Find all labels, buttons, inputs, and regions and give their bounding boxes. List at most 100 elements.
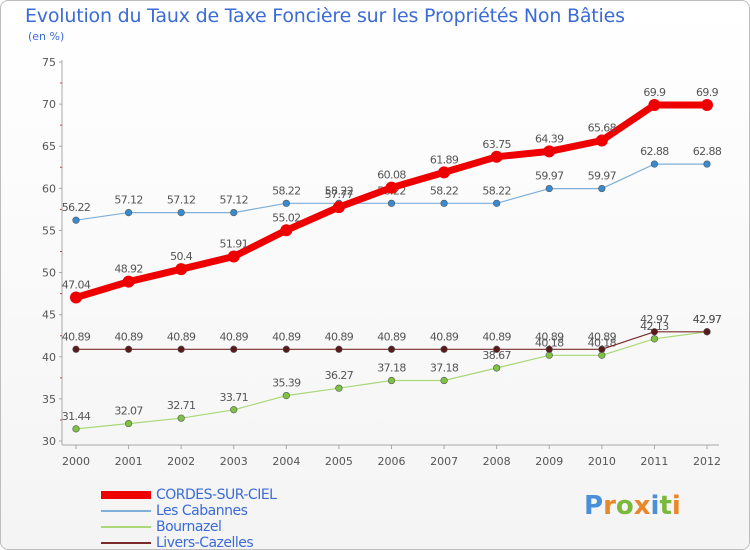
data-label: 69.9 (696, 86, 719, 99)
data-label: 40.89 (535, 330, 564, 343)
x-tick-label: 2001 (115, 455, 143, 468)
data-label: 42.13 (640, 320, 669, 333)
legend-item: Livers-Cazelles (101, 535, 401, 550)
data-label: 32.07 (114, 405, 143, 418)
data-point (703, 160, 711, 168)
y-tick-label: 65 (42, 140, 56, 153)
data-point (545, 351, 553, 359)
x-tick-label: 2008 (483, 455, 511, 468)
data-label: 57.12 (167, 194, 196, 207)
data-label: 42.97 (693, 313, 722, 326)
data-label: 40.89 (62, 330, 91, 343)
data-point (335, 345, 343, 353)
y-tick-label: 75 (42, 56, 56, 69)
data-point (493, 199, 501, 207)
data-point (438, 166, 451, 179)
data-point (177, 414, 185, 422)
data-label: 40.89 (272, 330, 301, 343)
data-label: 40.89 (114, 330, 143, 343)
data-point (282, 345, 290, 353)
data-point (598, 351, 606, 359)
data-label: 38.67 (482, 349, 511, 362)
chart-title: Evolution du Taux de Taxe Foncière sur l… (25, 5, 625, 27)
data-label: 59.97 (535, 170, 564, 183)
x-tick-label: 2005 (325, 455, 353, 468)
data-point (595, 134, 608, 147)
data-label: 37.18 (377, 362, 406, 375)
data-label: 33.71 (220, 391, 249, 404)
logo-letter: r (603, 491, 616, 521)
data-point (227, 250, 240, 263)
data-point (598, 345, 606, 353)
data-label: 61.89 (430, 153, 459, 166)
data-point (440, 376, 448, 385)
data-label: 40.89 (482, 330, 511, 343)
data-point (650, 328, 659, 336)
x-tick-label: 2000 (62, 455, 90, 468)
x-tick-label: 2007 (430, 455, 458, 468)
data-point (335, 384, 343, 392)
data-point (543, 145, 556, 158)
data-label: 57.12 (220, 194, 249, 207)
data-point (332, 201, 345, 214)
data-point (490, 150, 503, 163)
data-point (175, 263, 188, 276)
data-label: 42.97 (640, 313, 669, 326)
data-label: 69.9 (643, 86, 666, 99)
logo-letter: t (659, 491, 672, 521)
data-label: 50.4 (170, 250, 193, 263)
logo-letter: P (584, 491, 604, 521)
x-tick-label: 2010 (588, 455, 616, 468)
data-label: 40.89 (377, 330, 406, 343)
data-point (385, 181, 398, 194)
data-label: 58.22 (482, 184, 511, 197)
data-label: 35.39 (272, 377, 301, 390)
data-label: 65.68 (588, 121, 617, 134)
proxiti-logo: Proxiti (584, 491, 681, 521)
x-tick-label: 2006 (378, 455, 406, 468)
data-label: 48.92 (114, 263, 143, 276)
data-point (493, 345, 501, 353)
y-tick-label: 35 (42, 393, 56, 406)
chart-legend: CORDES-SUR-CIEL Les Cabannes Bournazel Live… (101, 487, 401, 550)
y-tick-label: 55 (42, 224, 56, 237)
data-point (440, 199, 448, 207)
data-label: 58.22 (325, 184, 354, 197)
data-point (72, 216, 80, 224)
data-label: 58.22 (272, 184, 301, 197)
data-label: 58.22 (430, 184, 459, 197)
data-point (545, 345, 553, 353)
data-point (387, 345, 396, 353)
data-label: 57.12 (114, 194, 143, 207)
x-tick-label: 2004 (272, 455, 300, 468)
data-label: 55.02 (272, 211, 301, 224)
data-label: 64.39 (535, 132, 564, 145)
data-label: 40.89 (325, 330, 354, 343)
data-point (70, 291, 82, 304)
data-point (230, 208, 238, 217)
data-point (230, 406, 238, 414)
data-point (122, 275, 135, 288)
legend-label: Bournazel (156, 519, 222, 535)
data-label: 42.97 (693, 313, 722, 326)
legend-swatch (101, 542, 151, 544)
y-tick-label: 50 (42, 267, 56, 280)
data-label: 56.22 (62, 201, 91, 214)
legend-item: Les Cabannes (101, 503, 401, 519)
legend-label: CORDES-SUR-CIEL (156, 487, 277, 503)
data-point (650, 160, 659, 168)
data-point (387, 199, 396, 207)
x-tick-label: 2011 (640, 455, 668, 468)
data-label: 63.75 (482, 138, 511, 151)
data-label: 31.44 (62, 410, 91, 423)
data-label: 37.18 (430, 362, 459, 375)
y-tick-label: 40 (42, 351, 56, 364)
data-label: 57.77 (325, 188, 354, 201)
data-point (387, 376, 396, 385)
data-point (177, 345, 185, 353)
legend-label: Livers-Cazelles (156, 535, 254, 550)
x-tick-label: 2009 (535, 455, 563, 468)
x-tick-label: 2012 (693, 455, 721, 468)
